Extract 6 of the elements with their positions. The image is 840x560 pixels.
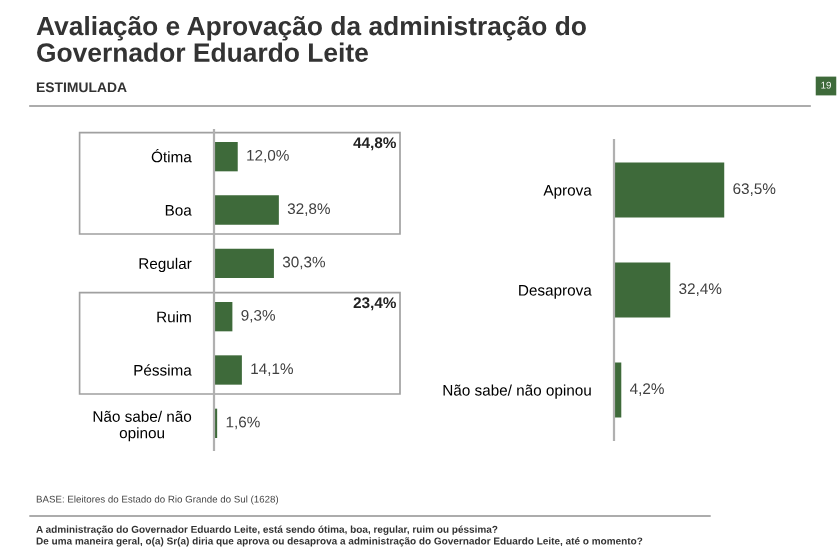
bar — [214, 302, 233, 332]
bar — [214, 355, 242, 385]
bar — [214, 248, 274, 278]
bar — [214, 142, 238, 172]
chart-title: Avaliação e Aprovação da administração do Governador Eduardo Leite — [36, 16, 586, 62]
bar — [214, 195, 279, 225]
